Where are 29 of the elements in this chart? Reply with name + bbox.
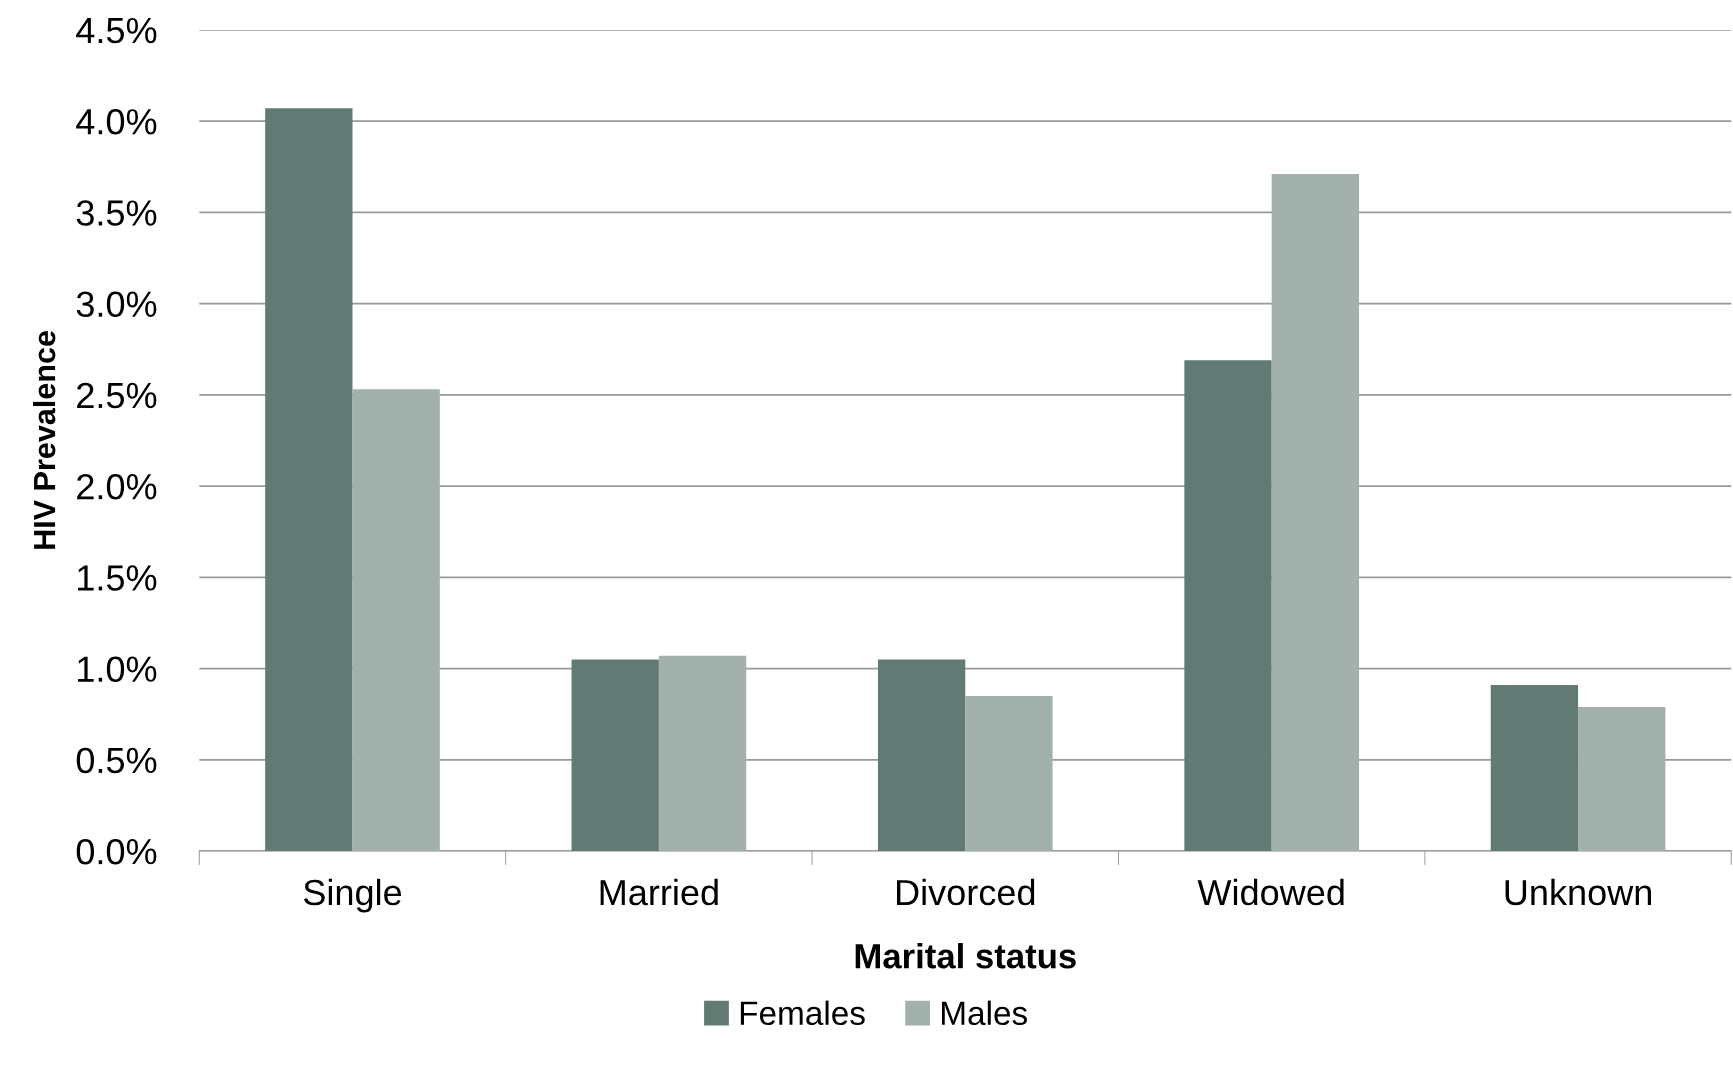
bar [965,695,1053,852]
x-tick-label: Divorced [897,878,1035,906]
y-tick-label: 4.5% [76,17,157,44]
bar [658,655,747,852]
legend-label: Males [942,1000,1027,1026]
bar [352,389,440,852]
bar [1490,684,1579,852]
y-tick-label: 2.0% [77,473,157,500]
y-tick-label: 2.5% [77,382,157,409]
x-axis-title: Marital status [855,943,1076,969]
y-tick-label: 3.5% [76,200,157,226]
y-tick-label: 0.0% [76,838,157,865]
y-axis-title: HIV Prevalence [32,331,56,549]
y-tick-label: 3.0% [76,291,157,318]
bar [1184,360,1272,852]
y-tick-label: 4.0% [76,108,157,135]
x-tick-label: Widowed [1197,878,1344,906]
bar [1578,706,1666,852]
legend-label: Females [740,1000,865,1026]
x-tick-label: Unknown [1505,878,1651,906]
bar [265,108,353,852]
y-tick-label: 0.5% [76,747,157,774]
y-tick-label: 1.5% [78,565,157,591]
bar [1271,174,1359,852]
bar [877,659,966,852]
x-tick-label: Single [303,878,402,913]
y-tick-label: 1.0% [78,656,157,682]
bar [571,659,659,852]
x-tick-label: Married [600,878,718,906]
